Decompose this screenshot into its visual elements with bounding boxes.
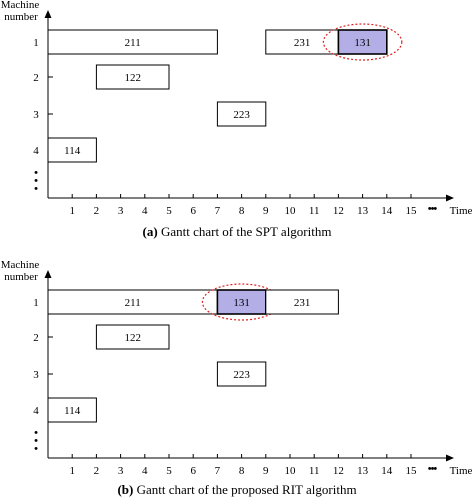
panel-caption-text: Gantt chart of the proposed RIT algorith… xyxy=(133,482,356,497)
gantt-bar xyxy=(216,361,267,387)
y-axis-title-line: number xyxy=(4,11,38,23)
x-tick-label: 10 xyxy=(285,205,297,217)
x-tick-label: 6 xyxy=(190,465,196,477)
gantt-bar xyxy=(95,64,170,90)
x-tick-label: 6 xyxy=(190,205,196,217)
x-axis-title: Time xyxy=(450,205,473,217)
gantt-bar-label: 231 xyxy=(294,37,311,49)
highlight-ellipse xyxy=(322,23,403,61)
x-tick-label: 4 xyxy=(142,205,148,217)
x-more-dots: ••• xyxy=(428,203,438,215)
panel-caption-prefix: (b) xyxy=(117,482,133,497)
x-tick-label: 7 xyxy=(215,465,221,477)
x-tick-label: 5 xyxy=(166,205,172,217)
x-tick-label: 2 xyxy=(94,205,100,217)
gantt-bar xyxy=(216,101,267,127)
gantt-bar-label: 211 xyxy=(125,37,141,49)
gantt-bar-label: 122 xyxy=(124,332,141,344)
more-machines-dot: • xyxy=(34,435,38,447)
gantt-bar xyxy=(47,397,97,423)
gantt-bar-label: 223 xyxy=(233,369,250,381)
gantt-bar-label: 131 xyxy=(233,297,250,309)
x-tick-label: 5 xyxy=(166,465,172,477)
x-tick-label: 4 xyxy=(142,465,148,477)
gantt-bar xyxy=(265,29,339,55)
gantt-bar-label: 114 xyxy=(64,145,81,157)
x-tick-label: 14 xyxy=(381,205,393,217)
x-axis-arrow xyxy=(446,194,454,202)
gantt-bar xyxy=(47,289,218,315)
gantt-bar xyxy=(265,289,339,315)
y-axis-title-line: Machine xyxy=(1,259,40,271)
y-axis-title-line: Machine xyxy=(1,0,40,11)
machine-label: 1 xyxy=(33,297,39,309)
gantt-bar-label: 114 xyxy=(64,405,81,417)
panel-caption-prefix: (a) xyxy=(143,224,158,239)
gantt-bar-label: 223 xyxy=(233,109,250,121)
more-machines-dot: • xyxy=(34,175,38,187)
x-tick-label: 12 xyxy=(333,205,344,217)
x-tick-label: 14 xyxy=(381,465,393,477)
x-tick-label: 15 xyxy=(406,205,418,217)
x-tick-label: 13 xyxy=(357,465,369,477)
machine-label: 3 xyxy=(33,369,39,381)
gantt-bar-label: 122 xyxy=(124,72,141,84)
panel-caption: (b) Gantt chart of the proposed RIT algo… xyxy=(117,482,356,497)
x-tick-label: 9 xyxy=(263,205,269,217)
x-tick-label: 12 xyxy=(333,465,344,477)
gantt-bar-label: 231 xyxy=(294,297,311,309)
more-machines-dot: • xyxy=(34,427,38,439)
gantt-bar xyxy=(47,29,218,55)
x-tick-label: 7 xyxy=(215,205,221,217)
more-machines-dot: • xyxy=(34,183,38,195)
more-machines-dot: • xyxy=(34,443,38,455)
machine-label: 2 xyxy=(33,72,39,84)
more-machines-dots: ••• xyxy=(34,167,38,195)
more-machines-dot: • xyxy=(34,167,38,179)
panel-caption-text: Gantt chart of the SPT algorithm xyxy=(158,224,332,239)
x-tick-label: 9 xyxy=(263,465,269,477)
x-tick-label: 11 xyxy=(309,205,320,217)
y-axis-arrow xyxy=(44,270,52,278)
x-tick-label: 3 xyxy=(118,205,124,217)
machine-label: 4 xyxy=(33,145,39,157)
gantt-bar xyxy=(337,29,388,55)
x-tick-label: 11 xyxy=(309,465,320,477)
machine-label: 2 xyxy=(33,332,39,344)
gantt-bar xyxy=(47,137,97,163)
x-tick-label: 10 xyxy=(285,465,297,477)
y-axis-title-line: number xyxy=(4,271,38,283)
panel-caption: (a) Gantt chart of the SPT algorithm xyxy=(143,224,332,239)
x-axis-arrow xyxy=(446,454,454,462)
x-tick-label: 1 xyxy=(69,205,75,217)
machine-label: 4 xyxy=(33,405,39,417)
x-tick-label: 2 xyxy=(94,465,100,477)
machine-label: 3 xyxy=(33,109,39,121)
x-tick-label: 3 xyxy=(118,465,124,477)
x-tick-label: 13 xyxy=(357,205,369,217)
y-axis-arrow xyxy=(44,10,52,18)
x-tick-label: 15 xyxy=(406,465,418,477)
gantt-bar xyxy=(95,324,170,350)
more-machines-dots: ••• xyxy=(34,427,38,455)
x-axis-title: Time xyxy=(450,465,473,477)
x-tick-label: 1 xyxy=(69,465,75,477)
gantt-bar-label: 131 xyxy=(354,37,371,49)
x-tick-label: 8 xyxy=(239,205,245,217)
machine-label: 1 xyxy=(33,37,39,49)
gantt-bar-label: 211 xyxy=(125,297,141,309)
x-more-dots: ••• xyxy=(428,463,438,475)
x-tick-label: 8 xyxy=(239,465,245,477)
